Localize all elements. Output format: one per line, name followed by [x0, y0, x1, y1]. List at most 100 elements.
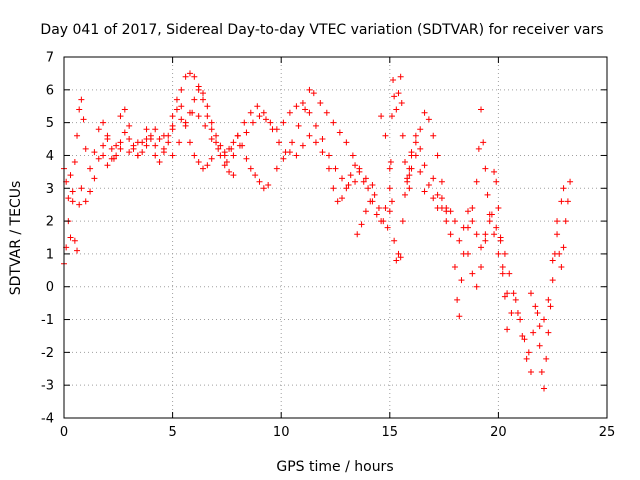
data-point	[421, 162, 428, 169]
data-point	[200, 96, 207, 103]
data-point	[484, 191, 491, 198]
data-point	[186, 70, 193, 77]
data-point	[87, 165, 94, 172]
data-point	[65, 195, 72, 202]
data-point	[126, 136, 133, 143]
data-point	[395, 90, 402, 97]
data-point	[312, 122, 319, 129]
data-point	[293, 103, 300, 110]
data-point	[473, 231, 480, 238]
data-point	[276, 139, 283, 146]
data-point	[562, 218, 569, 225]
data-point	[217, 142, 224, 149]
data-point	[204, 103, 211, 110]
plot-frame	[63, 56, 608, 419]
data-point	[525, 349, 532, 356]
data-point	[480, 139, 487, 146]
data-point	[464, 250, 471, 257]
data-point	[208, 155, 215, 162]
data-point	[293, 152, 300, 159]
data-point	[108, 145, 115, 152]
data-point	[69, 188, 76, 195]
data-point	[117, 145, 124, 152]
data-point	[223, 159, 230, 166]
data-point	[74, 247, 81, 254]
data-point	[402, 191, 409, 198]
data-point	[191, 73, 198, 80]
data-point	[378, 113, 385, 120]
data-point	[95, 126, 102, 133]
data-point	[512, 296, 519, 303]
data-point	[501, 250, 508, 257]
data-point	[325, 165, 332, 172]
data-point	[388, 198, 395, 205]
data-point	[325, 152, 332, 159]
data-point	[478, 264, 485, 271]
data-point	[191, 152, 198, 159]
data-point	[169, 152, 176, 159]
data-point	[356, 168, 363, 175]
data-point	[360, 178, 367, 185]
data-point	[186, 139, 193, 146]
data-point	[221, 162, 228, 169]
data-point	[493, 224, 500, 231]
y-axis-title: SDTVAR / TECUs	[8, 181, 24, 296]
data-point	[256, 113, 263, 120]
data-point	[80, 116, 87, 123]
data-point	[358, 221, 365, 228]
data-point	[202, 122, 209, 129]
data-point	[434, 152, 441, 159]
data-point	[373, 211, 380, 218]
data-point	[519, 332, 526, 339]
data-point	[289, 139, 296, 146]
data-point	[189, 109, 196, 116]
data-point	[532, 303, 539, 310]
series-sat-track-k	[464, 218, 515, 316]
grid	[64, 57, 607, 418]
data-point	[143, 136, 150, 143]
series-sat-track-i	[406, 106, 534, 376]
data-point	[504, 290, 511, 297]
data-point	[295, 122, 302, 129]
data-point	[169, 126, 176, 133]
data-point	[71, 237, 78, 244]
series-sat-track-h	[378, 113, 428, 264]
data-point	[247, 165, 254, 172]
data-point	[482, 165, 489, 172]
data-point	[134, 152, 141, 159]
data-point	[404, 175, 411, 182]
data-point	[69, 198, 76, 205]
series-sat-track-j	[430, 168, 511, 333]
data-point	[156, 136, 163, 143]
data-point	[386, 165, 393, 172]
data-point	[260, 109, 267, 116]
data-point	[398, 99, 405, 106]
data-point	[126, 122, 133, 129]
x-tick-labels: 0 5 10 15 20 25	[60, 425, 615, 440]
y-tick-label: 1	[46, 247, 54, 262]
data-point	[280, 119, 287, 126]
data-point	[443, 218, 450, 225]
data-point	[545, 296, 552, 303]
data-point	[560, 244, 567, 251]
data-point	[204, 162, 211, 169]
y-tick-label: 0	[46, 280, 54, 295]
data-point	[482, 237, 489, 244]
data-point	[95, 155, 102, 162]
data-point	[380, 218, 387, 225]
data-point	[156, 159, 163, 166]
data-point	[375, 204, 382, 211]
data-point	[388, 113, 395, 120]
data-point	[438, 178, 445, 185]
data-point	[104, 162, 111, 169]
data-point	[339, 195, 346, 202]
data-point	[527, 369, 534, 376]
data-point	[152, 126, 159, 133]
data-point	[82, 198, 89, 205]
data-point	[319, 136, 326, 143]
data-point	[152, 142, 159, 149]
data-point	[469, 204, 476, 211]
data-point	[134, 139, 141, 146]
data-point	[352, 162, 359, 169]
